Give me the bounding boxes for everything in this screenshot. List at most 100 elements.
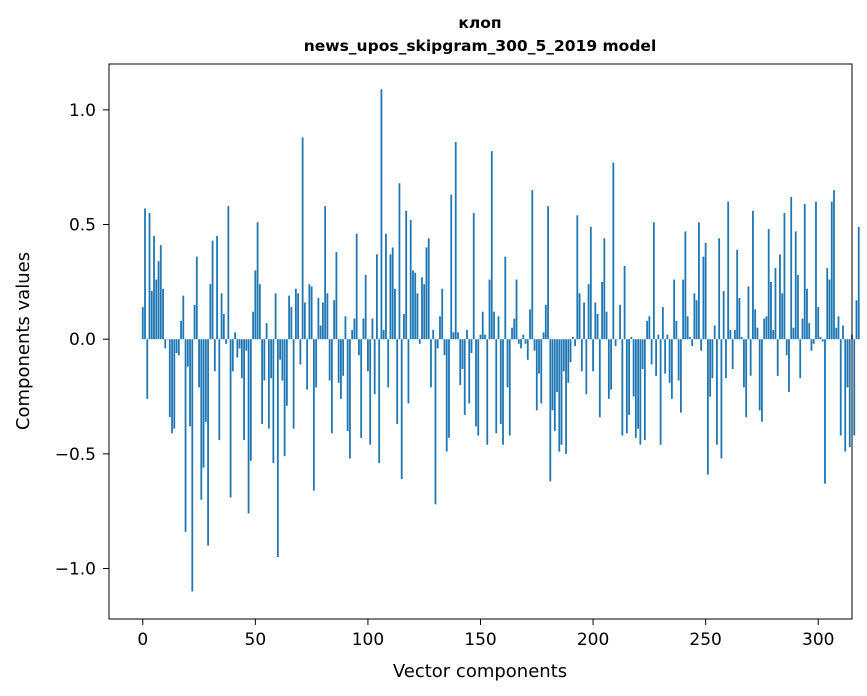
bar-157 xyxy=(495,339,498,434)
bar-126 xyxy=(425,247,428,340)
bar-306 xyxy=(830,201,833,340)
bar-267 xyxy=(743,339,745,388)
bar-185 xyxy=(558,339,561,452)
bar-296 xyxy=(808,323,811,340)
bar-189 xyxy=(567,339,570,383)
bar-1 xyxy=(144,208,146,340)
bar-37 xyxy=(225,339,227,344)
x-tick-label: 200 xyxy=(577,630,609,650)
bar-20 xyxy=(186,339,189,367)
bar-141 xyxy=(459,339,462,386)
bar-151 xyxy=(481,311,484,340)
bar-70 xyxy=(299,339,302,365)
bar-5 xyxy=(153,236,155,340)
bar-212 xyxy=(619,304,621,340)
bar-219 xyxy=(634,339,637,438)
bar-313 xyxy=(846,339,849,388)
bar-269 xyxy=(747,286,750,340)
bar-271 xyxy=(752,210,754,340)
bar-200 xyxy=(592,339,594,372)
bar-154 xyxy=(488,279,491,340)
bar-101 xyxy=(369,339,372,445)
bar-55 xyxy=(265,323,268,340)
bar-234 xyxy=(668,339,671,383)
bar-169 xyxy=(522,334,525,340)
bar-79 xyxy=(319,325,322,340)
bar-51 xyxy=(256,222,259,340)
bar-241 xyxy=(684,231,687,340)
bar-184 xyxy=(556,339,558,392)
bar-12 xyxy=(168,339,171,418)
x-tick-label: 100 xyxy=(352,630,384,650)
bar-254 xyxy=(713,325,716,340)
bar-285 xyxy=(783,213,786,340)
x-axis-ticks: 0 50 100 150 200 250 300 xyxy=(137,619,834,650)
bar-58 xyxy=(272,339,275,464)
bar-293 xyxy=(801,318,804,340)
bar-165 xyxy=(513,318,516,340)
bar-307 xyxy=(833,190,835,340)
bar-171 xyxy=(526,339,529,360)
x-tick-label: 50 xyxy=(245,630,267,650)
bar-145 xyxy=(468,339,471,404)
bar-96 xyxy=(358,339,360,356)
bar-42 xyxy=(236,339,239,358)
bar-273 xyxy=(756,327,759,340)
bar-229 xyxy=(657,334,660,340)
bar-245 xyxy=(693,293,696,340)
bar-255 xyxy=(716,339,718,445)
bar-120 xyxy=(412,270,414,340)
bar-284 xyxy=(781,293,784,340)
bar-298 xyxy=(812,339,815,344)
bar-25 xyxy=(198,339,200,388)
bars-group xyxy=(141,89,860,592)
x-tick-label: 250 xyxy=(689,630,721,650)
bar-261 xyxy=(729,330,732,340)
bar-103 xyxy=(373,339,376,395)
bar-18 xyxy=(182,295,185,340)
bar-207 xyxy=(607,339,610,399)
bar-209 xyxy=(612,162,615,340)
bar-13 xyxy=(171,339,173,434)
bar-291 xyxy=(797,274,799,340)
bar-57 xyxy=(270,339,273,379)
bar-248 xyxy=(700,339,703,351)
bar-277 xyxy=(765,316,768,340)
bar-10 xyxy=(164,339,167,349)
bar-297 xyxy=(810,339,813,351)
bar-33 xyxy=(216,236,218,340)
bar-9 xyxy=(162,288,164,340)
bar-3 xyxy=(148,213,151,340)
bar-86 xyxy=(335,252,338,340)
bar-266 xyxy=(740,336,743,340)
bar-105 xyxy=(378,339,381,464)
bar-300 xyxy=(817,307,820,340)
bar-36 xyxy=(222,313,225,340)
bar-73 xyxy=(306,339,309,390)
bar-59 xyxy=(274,293,277,340)
bar-193 xyxy=(576,215,579,340)
bar-213 xyxy=(621,339,624,436)
bar-162 xyxy=(506,339,509,388)
bar-60 xyxy=(276,339,279,558)
bar-56 xyxy=(267,339,270,429)
bar-150 xyxy=(479,334,482,340)
bar-235 xyxy=(670,339,673,399)
bar-68 xyxy=(294,288,297,340)
bar-137 xyxy=(450,194,453,340)
bar-6 xyxy=(155,279,158,340)
bar-225 xyxy=(648,316,651,340)
bar-251 xyxy=(707,339,709,475)
bar-188 xyxy=(565,339,567,454)
bar-175 xyxy=(535,339,538,411)
bar-263 xyxy=(734,330,736,340)
bar-47 xyxy=(247,339,250,514)
bar-316 xyxy=(853,339,856,436)
bar-119 xyxy=(409,219,412,340)
bar-314 xyxy=(848,339,851,447)
bar-109 xyxy=(387,339,390,388)
bar-19 xyxy=(184,339,187,532)
y-axis-label: Components values xyxy=(13,252,34,430)
bar-230 xyxy=(659,339,662,445)
